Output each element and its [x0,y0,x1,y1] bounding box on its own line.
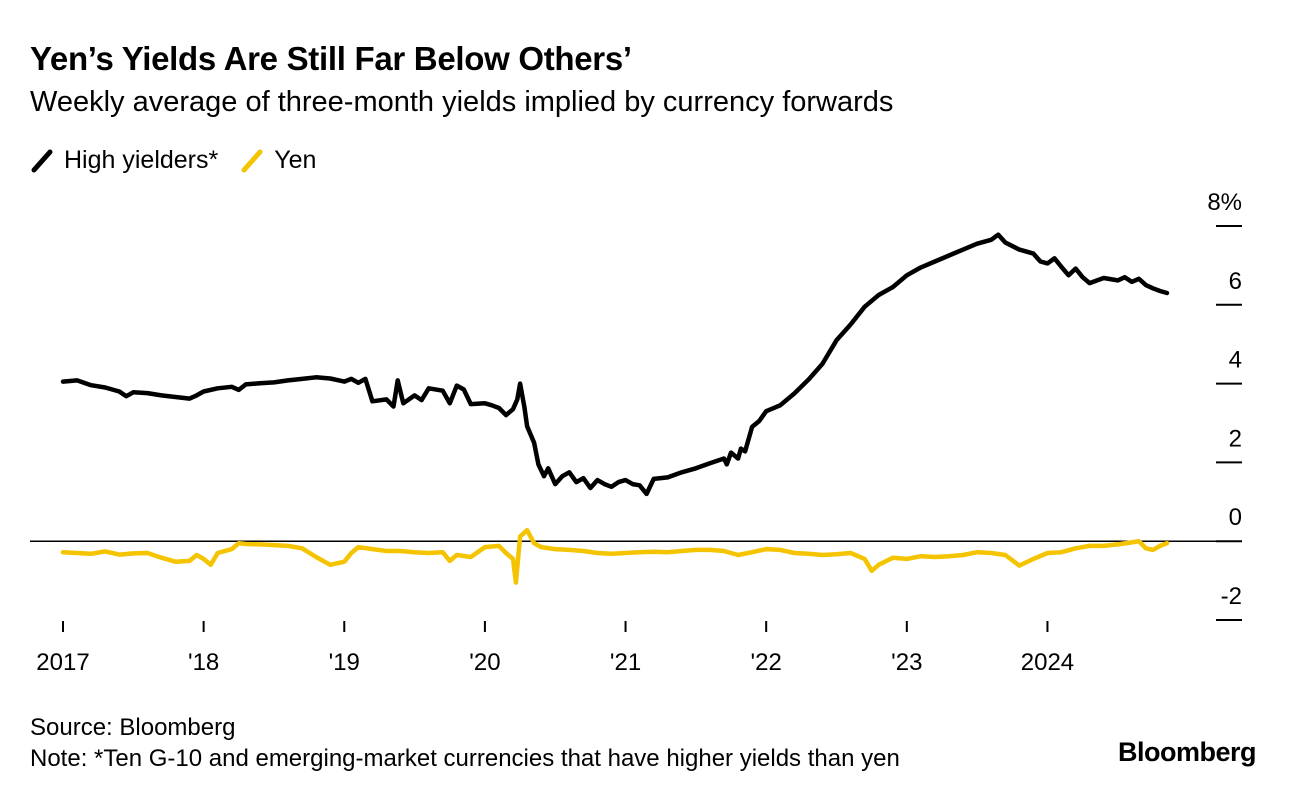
x-tick-label: '19 [329,649,360,676]
legend-swatch-high-yielders [31,149,53,172]
bloomberg-logo: Bloomberg [1117,737,1257,767]
y-tick-label: 6 [1229,268,1242,295]
x-tick-label: 2017 [36,649,89,676]
x-tick-label: 2024 [1021,649,1074,676]
y-tick-label: 4 [1229,347,1242,374]
legend-label-high-yielders: High yielders* [64,146,219,174]
y-tick-label: 8% [1207,189,1242,216]
series-line-high-yielders [60,232,1170,497]
series-line-yen [60,527,1170,585]
y-tick-label: -2 [1221,583,1242,610]
legend-item-high-yielders: High yielders* [30,146,218,175]
x-tick-label: '23 [891,649,922,676]
chart-subtitle: Weekly average of three-month yields imp… [30,86,894,118]
x-tick-label: '21 [610,649,641,676]
chart-title: Yen’s Yields Are Still Far Below Others’ [30,40,632,77]
legend-swatch-yen [241,149,263,172]
x-tick-label: '22 [751,649,782,676]
x-tick-label: '20 [469,649,500,676]
x-tick-label: '18 [188,649,219,676]
y-tick-label: 2 [1229,425,1242,452]
legend: High yielders* Yen [30,146,338,175]
legend-item-yen: Yen [240,146,316,175]
footnote: Note: *Ten G-10 and emerging-market curr… [30,745,900,772]
y-tick-label: 0 [1229,504,1242,531]
legend-label-yen: Yen [274,146,317,174]
source-note: Source: Bloomberg [30,714,236,741]
